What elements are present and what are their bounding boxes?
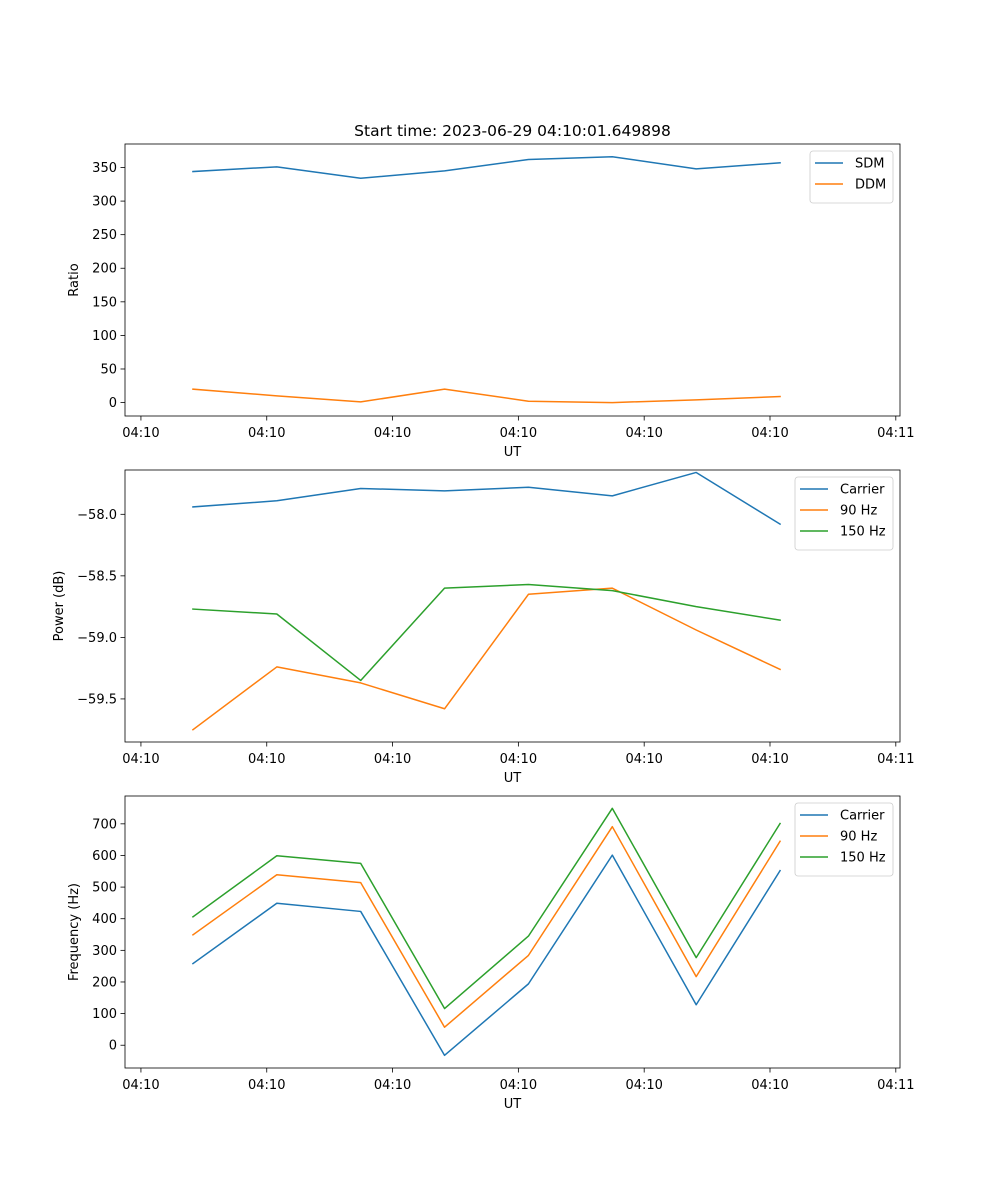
x-tick-label: 04:11 (877, 752, 914, 767)
x-tick-label: 04:10 (751, 752, 788, 767)
y-tick-label: 250 (92, 228, 117, 243)
x-tick-label: 04:11 (877, 426, 914, 441)
plot-frame (124, 795, 901, 1069)
legend-label: SDM (855, 157, 884, 172)
legend-label: DDM (855, 178, 886, 193)
x-tick-label: 04:10 (500, 1078, 537, 1093)
x-tick-label: 04:10 (122, 1078, 159, 1093)
legend: Carrier 90 Hz 150 Hz (794, 802, 894, 877)
legend-label: Carrier (840, 809, 885, 824)
y-tick-label: 50 (100, 362, 117, 377)
x-tick-label: 04:10 (122, 752, 159, 767)
series-line-carrier (191, 854, 782, 1057)
chart-panel-2: 04:10 04:10 04:10 04:10 04:10 04:10 04:11 −59.5… (52, 469, 915, 786)
x-tick-label: 04:10 (500, 426, 537, 441)
x-tick-label: 04:10 (625, 426, 662, 441)
legend-label: 90 Hz (840, 504, 877, 519)
y-tick-label: 200 (92, 975, 117, 990)
legend-label: 150 Hz (840, 851, 886, 866)
x-tick-label: 04:10 (625, 1078, 662, 1093)
y-tick-label: 100 (92, 329, 117, 344)
y-tick-label: −59.5 (77, 692, 117, 707)
y-tick-label: 600 (92, 849, 117, 864)
charts: 04:10 04:10 04:10 04:10 04:10 04:10 04:11 0 50 10… (52, 143, 915, 1112)
chart-title: Start time: 2023-06-29 04:10:01.649898 (354, 122, 671, 140)
x-tick-label: 04:10 (751, 426, 788, 441)
y-tick-label: 350 (92, 161, 117, 176)
y-tick-label: 700 (92, 817, 117, 832)
legend-label: 150 Hz (840, 525, 886, 540)
x-tick-label: 04:10 (374, 1078, 411, 1093)
chart-panel-1: 04:10 04:10 04:10 04:10 04:10 04:10 04:11 0 50 10… (67, 143, 915, 460)
y-tick-label: −59.0 (77, 631, 117, 646)
y-tick-label: 400 (92, 912, 117, 927)
y-tick-label: 150 (92, 295, 117, 310)
y-tick-label: 100 (92, 1007, 117, 1022)
legend: SDM DDM (809, 150, 894, 204)
x-tick-label: 04:10 (625, 752, 662, 767)
y-axis-label: Power (dB) (52, 571, 67, 642)
plot-frame (124, 469, 901, 743)
x-tick-label: 04:11 (877, 1078, 914, 1093)
x-tick-label: 04:10 (374, 426, 411, 441)
x-axis-label: UT (504, 771, 522, 786)
y-tick-label: 0 (109, 396, 117, 411)
y-tick-label: 300 (92, 944, 117, 959)
x-tick-label: 04:10 (500, 752, 537, 767)
series-line-carrier (192, 471, 782, 526)
x-tick-label: 04:10 (248, 752, 285, 767)
chart-panel-3: 04:10 04:10 04:10 04:10 04:10 04:10 04:11 0 100 2… (67, 795, 915, 1112)
series-line-90-hz (191, 587, 782, 731)
legend-box (809, 150, 894, 204)
series-line-sdm (192, 156, 781, 179)
series-line-150-hz (191, 807, 782, 1010)
x-tick-label: 04:10 (122, 426, 159, 441)
legend: Carrier 90 Hz 150 Hz (794, 476, 894, 551)
series-line-ddm (192, 388, 781, 404)
y-tick-label: 300 (92, 195, 117, 210)
x-axis-label: UT (504, 445, 522, 460)
x-tick-label: 04:10 (374, 752, 411, 767)
legend-label: 90 Hz (840, 830, 877, 845)
series-line-90-hz (191, 825, 782, 1028)
x-axis-label: UT (504, 1097, 522, 1112)
y-tick-label: 200 (92, 262, 117, 277)
legend-label: Carrier (840, 483, 885, 498)
plot-frame (124, 143, 901, 417)
x-tick-label: 04:10 (248, 426, 285, 441)
y-tick-label: 0 (109, 1039, 117, 1054)
y-tick-label: −58.5 (77, 569, 117, 584)
y-tick-label: −58.0 (77, 508, 117, 523)
y-axis-label: Ratio (67, 263, 82, 296)
y-tick-label: 500 (92, 881, 117, 896)
x-tick-label: 04:10 (751, 1078, 788, 1093)
y-axis-label: Frequency (Hz) (67, 883, 82, 981)
x-tick-label: 04:10 (248, 1078, 285, 1093)
series-line-150-hz (192, 583, 781, 682)
